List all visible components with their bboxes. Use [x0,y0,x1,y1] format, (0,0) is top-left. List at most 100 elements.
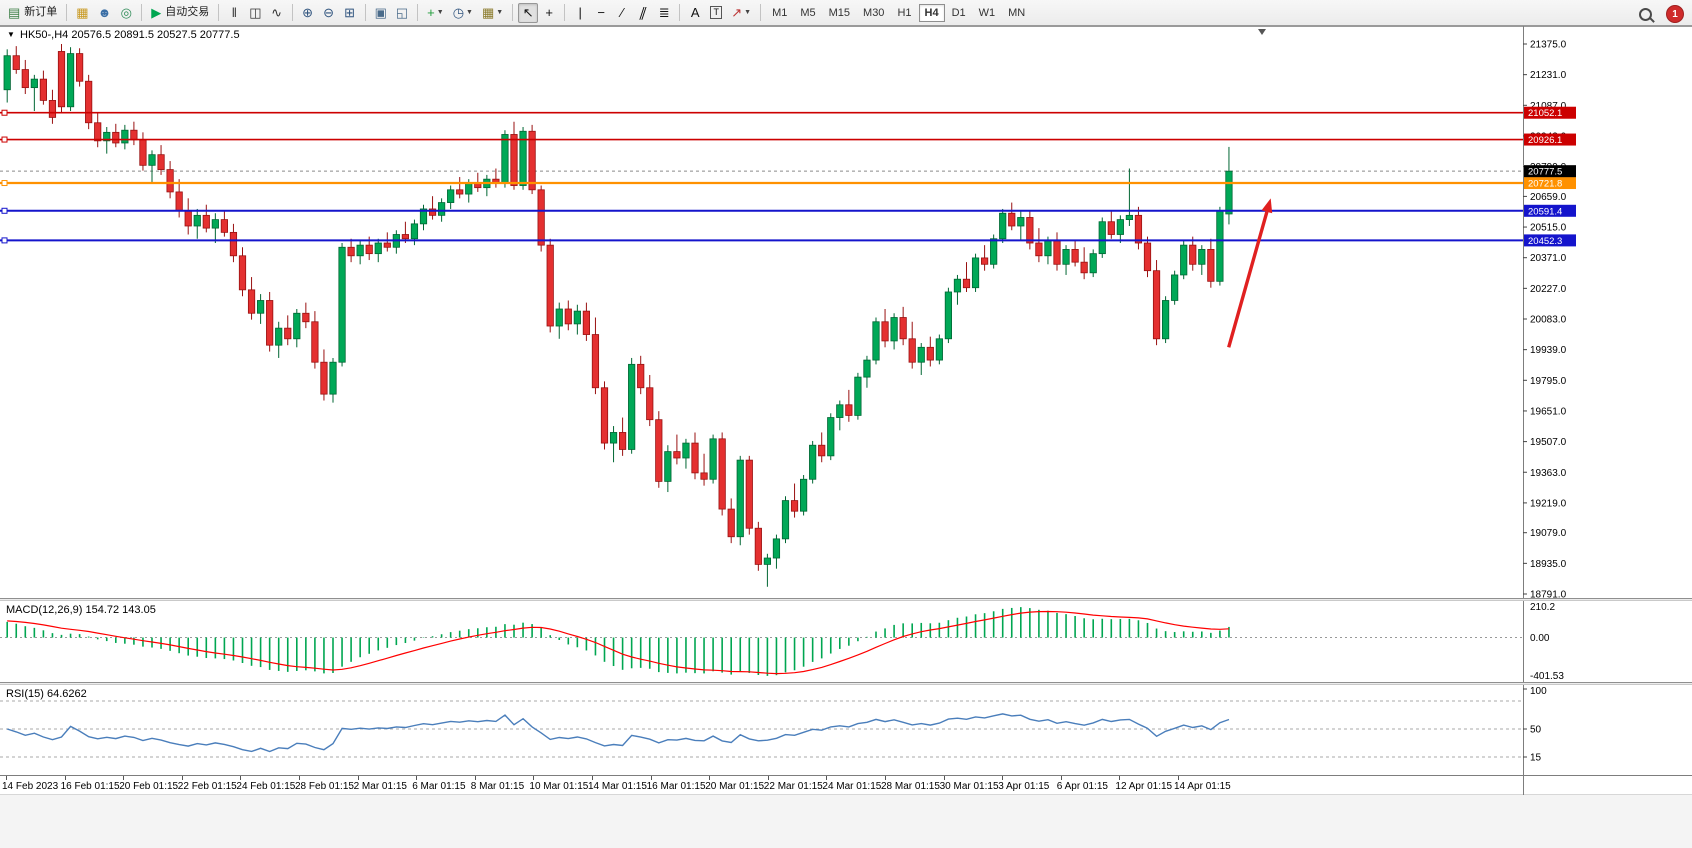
tf-m30[interactable]: M30 [857,4,890,22]
tf-mn[interactable]: MN [1002,4,1031,22]
line-handle[interactable] [1,237,8,244]
candle-body [202,214,210,229]
time-label: 20 Feb 01:15 [119,781,179,792]
arrows-button[interactable]: ↗ ▼ [727,3,755,23]
time-label: 14 Mar 01:15 [588,781,647,792]
periods-button[interactable]: ◷ ▼ [449,3,477,23]
candle-body [790,500,799,512]
candle-body [709,438,717,480]
price-scale-label: 19651.0 [1530,406,1567,417]
time-label: 8 Mar 01:15 [470,781,525,792]
arrange-windows-button[interactable]: ◱ [392,3,412,23]
line-handle[interactable] [1,136,8,143]
candlestick-chart-button[interactable]: ◫ [245,3,265,23]
tf-m15[interactable]: M15 [823,4,856,22]
vertical-line-button[interactable]: | [570,3,590,23]
line-handle[interactable] [1,207,8,214]
text-button[interactable]: A [685,3,705,23]
time-label: 12 Apr 01:15 [1115,781,1173,792]
navigator-button[interactable]: ☻ [94,3,116,23]
time-label: 24 Feb 01:15 [236,781,296,792]
time-axis[interactable]: 14 Feb 2023 16 Feb 01:15 20 Feb 01:15 22 Fe… [0,775,1692,795]
candle-body [908,338,916,363]
tf-m5[interactable]: M5 [794,4,821,22]
terminal-button[interactable]: ◎ [116,3,136,23]
candle-body [465,183,473,195]
time-tick [123,776,125,780]
cursor-button[interactable]: ↖ [518,2,539,23]
time-label: 28 Feb 01:15 [295,781,354,792]
candle-body [1143,242,1152,272]
trend-arrow-object[interactable] [1227,211,1269,348]
search-button[interactable] [1635,4,1656,24]
toolbar: ▤ 新订单 ▦ ☻ ◎ ▶ 自动交易 ‖ ◫ ∿ ⊕ ⊖ ⊞ ▣ ◱ + ▼ ◷ ▼ ▦ ▼ ↖ + | − ∕ ∥ ≣ A T ↗ ▼ M1 M… [0,0,1692,26]
price-scale-label: 19939.0 [1530,345,1567,356]
new-order-button[interactable]: ▤ 新订单 [4,3,61,23]
candle-body [1089,253,1097,274]
notifications-badge[interactable]: 1 [1666,5,1684,23]
price-scale-label: 18935.0 [1530,559,1567,570]
candle-body [999,212,1007,240]
one-click-trading-toggle[interactable]: ▼ [7,30,15,39]
autotrading-play-icon: ▶ [151,5,162,20]
candle-body [356,244,364,257]
time-label: 20 Mar 01:15 [705,781,765,792]
rsi-panel-canvas[interactable]: 100 50 15 [0,685,1692,775]
tile-windows-button[interactable]: ⊞ [340,3,360,23]
candle-body [628,363,636,450]
text-label-button[interactable]: T [706,3,726,23]
candle-body [112,131,120,144]
crosshair-button[interactable]: + [539,3,559,23]
rsi-scale-label: 50 [1530,725,1542,736]
candle-body [953,278,962,293]
templates-button[interactable]: ▦ ▼ [478,3,507,23]
cascade-icon: ▣ [374,5,387,20]
macd-panel-canvas[interactable]: 210.2 0.00 -401.53 [0,601,1692,682]
candle-body [293,312,301,340]
panel-splitter[interactable] [0,598,1692,601]
horizontal-line-button[interactable]: − [591,3,611,23]
panel-splitter[interactable] [0,682,1692,685]
candle-body [718,438,726,510]
candle-body [347,246,355,257]
cascade-windows-button[interactable]: ▣ [371,3,391,23]
fibonacci-button[interactable]: ≣ [654,3,674,23]
tf-w1[interactable]: W1 [973,4,1002,22]
candle-body [682,442,690,459]
time-tick [299,776,300,780]
candle-body [365,244,373,255]
candle-body [754,527,762,565]
chart-shift-marker[interactable] [1258,29,1266,35]
data-window-button[interactable]: ▦ [72,3,92,23]
time-tick [767,776,769,780]
candle-body [700,472,708,480]
candle-body [456,189,464,195]
indicators-button[interactable]: + ▼ [423,3,448,23]
text-icon: A [690,5,700,20]
channel-button[interactable]: ∥ [633,3,653,23]
line-handle[interactable] [1,109,8,116]
time-tick [826,776,828,780]
time-label: 3 Apr 01:15 [998,781,1050,792]
tf-h4[interactable]: H4 [918,3,945,22]
main-chart-canvas[interactable]: 21375.021231.021087.020943.020799.020659… [0,26,1692,598]
trendline-button[interactable]: ∕ [612,3,632,23]
tf-d1[interactable]: D1 [946,4,972,22]
bar-chart-button[interactable]: ‖ [224,3,244,23]
dropdown-arrow-icon: ▼ [466,9,473,16]
time-tick [416,776,418,780]
zoom-out-button[interactable]: ⊖ [319,3,339,23]
line-chart-button[interactable]: ∿ [267,3,287,23]
macd-signal-line [7,610,1230,675]
candle-body [736,459,744,538]
vertical-line-icon: | [578,5,582,20]
line-handle[interactable] [1,180,8,187]
tf-h1[interactable]: H1 [891,4,917,22]
tf-m1-label: M1 [772,6,788,19]
price-scale-label: 21375.0 [1530,40,1567,51]
candle-body [428,208,437,216]
zoom-in-button[interactable]: ⊕ [298,3,318,23]
tf-m1[interactable]: M1 [766,4,793,22]
autotrading-button[interactable]: ▶ 自动交易 [147,3,213,23]
candle-body [1162,300,1170,340]
